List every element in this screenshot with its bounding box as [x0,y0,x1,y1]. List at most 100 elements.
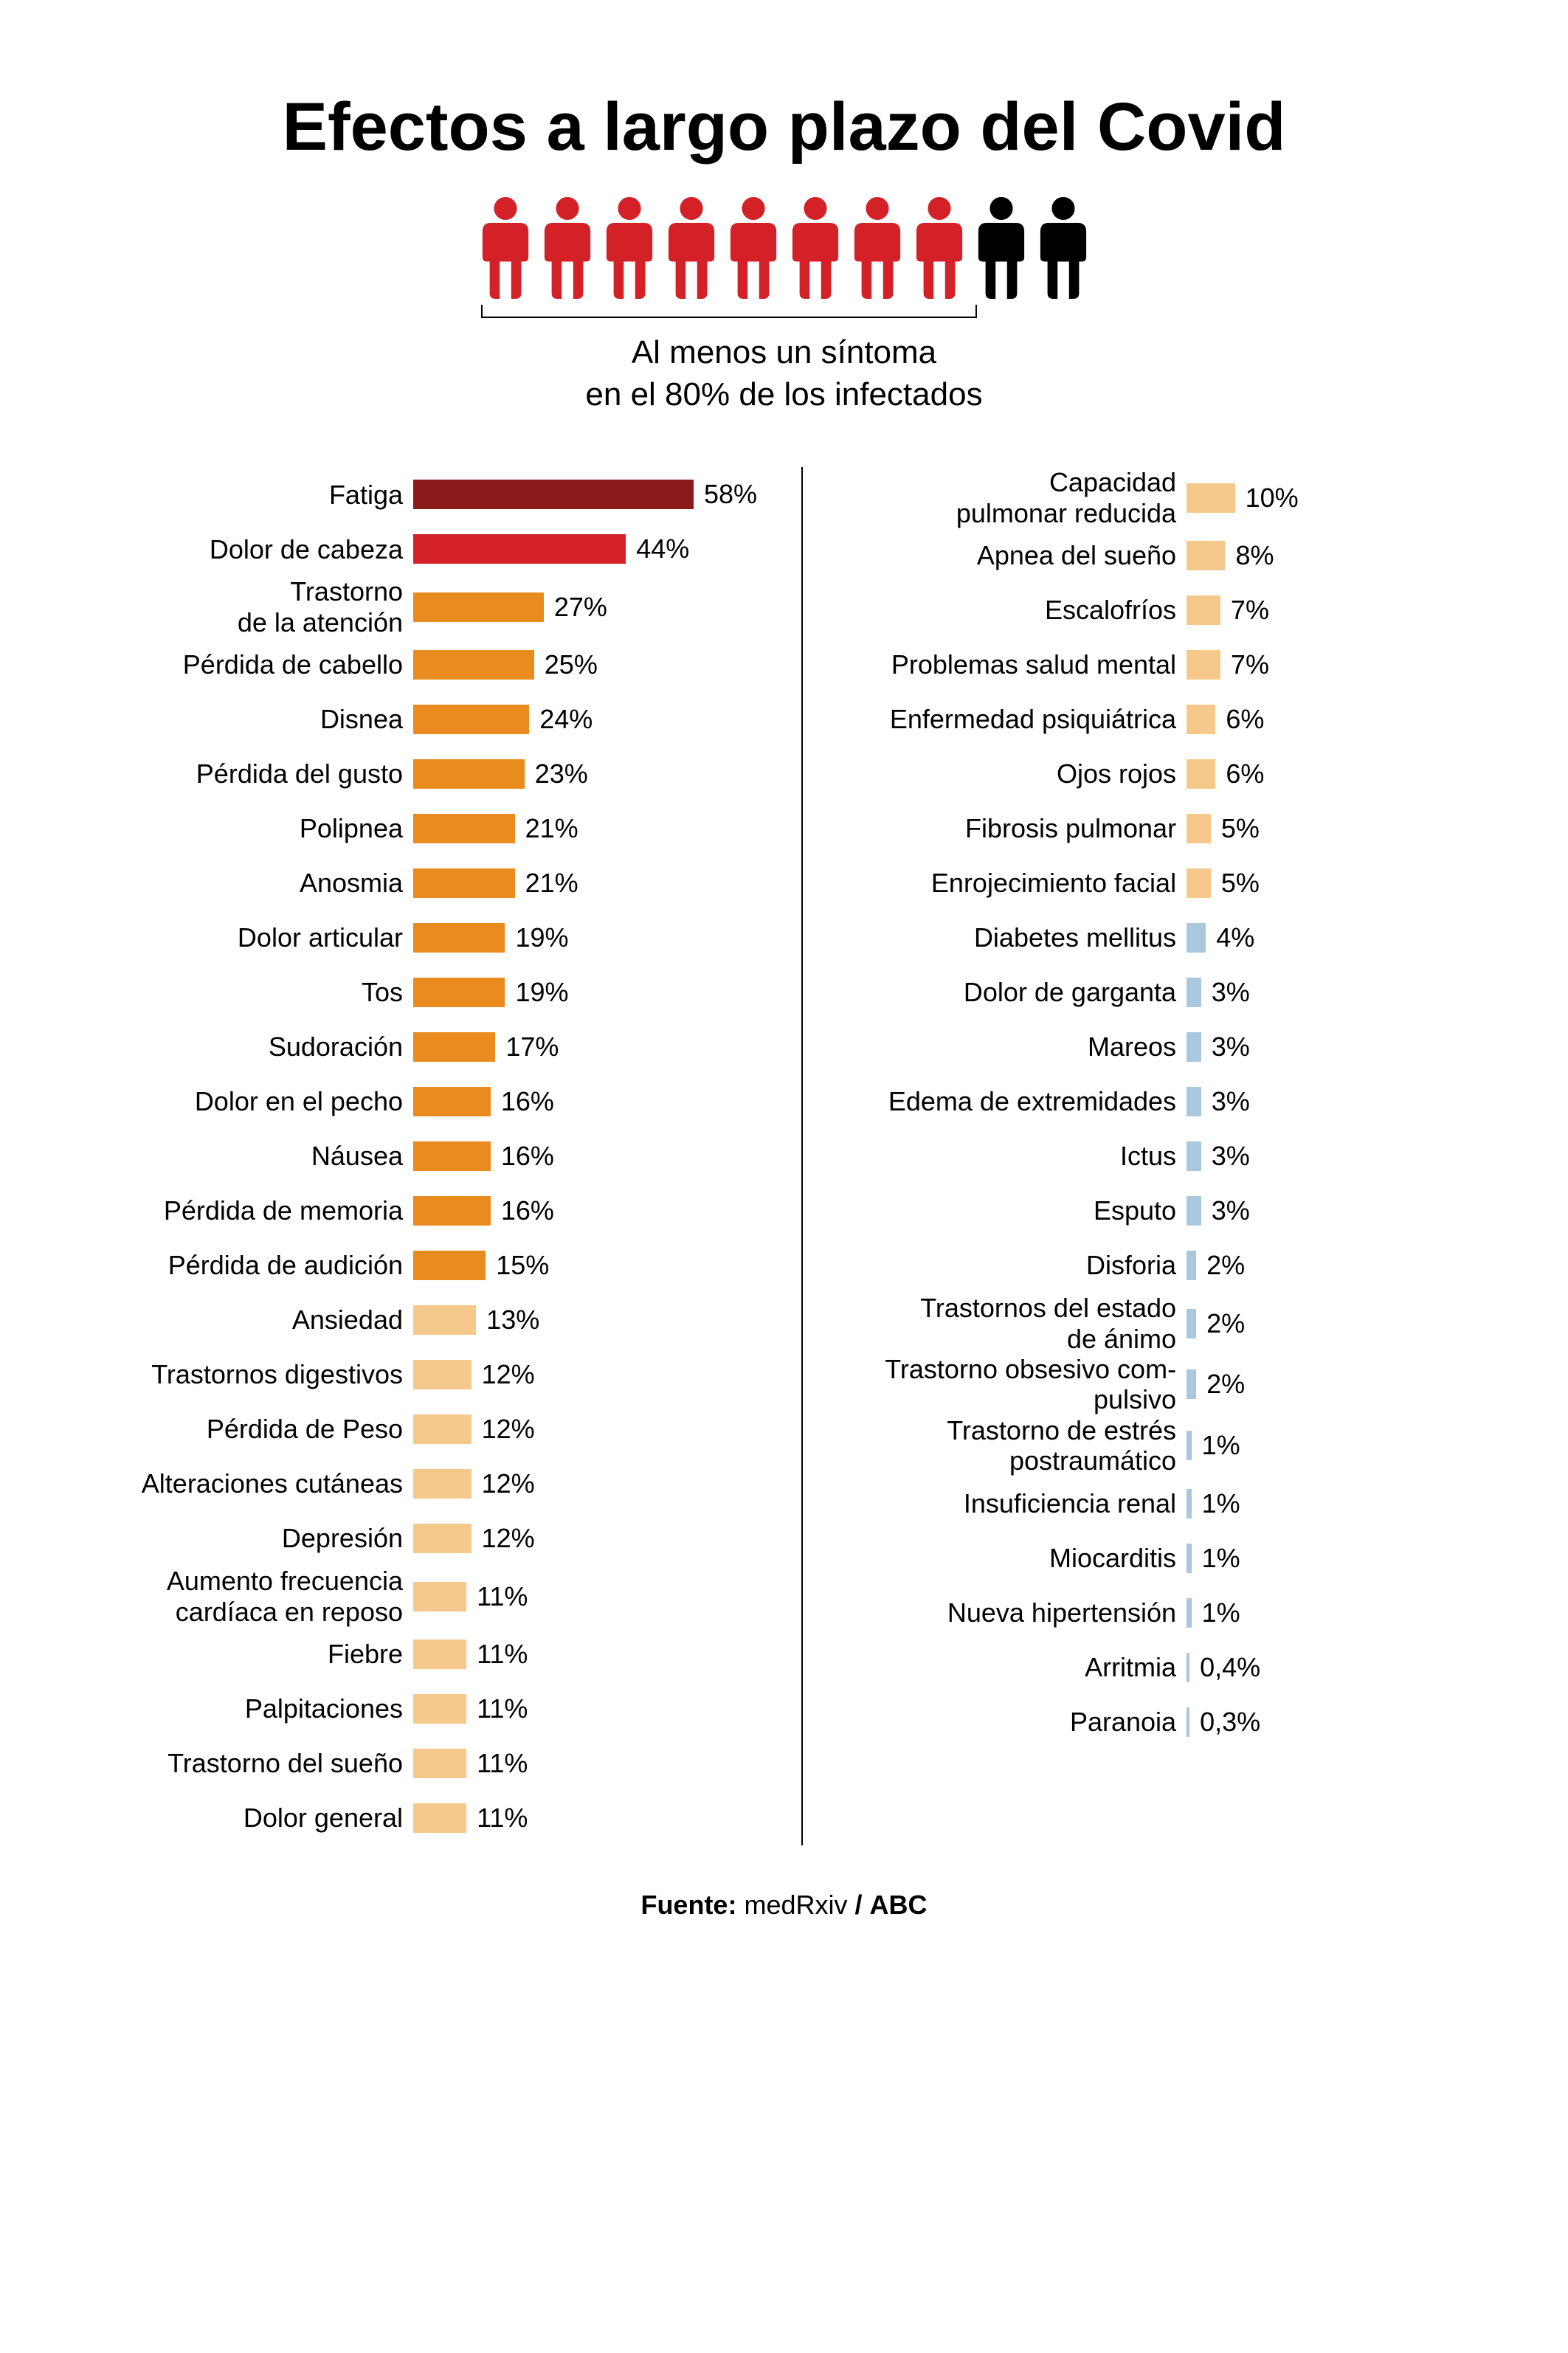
person-icon [973,196,1030,299]
bar-row: Fibrosis pulmonar5% [847,801,1435,856]
bar-value: 17% [505,1032,559,1063]
bar-label: Ictus [847,1141,1187,1171]
bar-area: 5% [1187,868,1435,899]
bar-value: 12% [482,1468,535,1499]
bar-row: Polipnea21% [133,801,757,856]
source-name-1: medRxiv [744,1890,847,1920]
bar-row: Tos19% [133,965,757,1020]
bar [1187,814,1211,843]
bar-area: 16% [413,1195,757,1226]
bar [1187,978,1201,1007]
bar-area: 12% [413,1414,757,1445]
bar [1187,1369,1196,1399]
subtitle-line-1: Al menos un síntoma [632,334,936,370]
bar-label: Arritmia [847,1652,1187,1682]
bar-row: Dolor de garganta 3% [847,965,1435,1020]
bar-label: Trastorno de estréspostraumático [847,1415,1187,1476]
bar-value: 0,3% [1200,1707,1260,1738]
bar-value: 7% [1231,649,1269,680]
bar [413,1196,491,1226]
bar-label: Disforia [847,1250,1187,1280]
bar-row: Náusea16% [133,1129,757,1184]
bar [413,1803,466,1833]
bar-area: 1% [1187,1488,1435,1519]
chart-columns: Fatiga58%Dolor de cabeza44%Trastornode l… [133,467,1435,1845]
bar-value: 3% [1212,1195,1250,1226]
bar-area: 17% [413,1032,757,1063]
bar-value: 3% [1212,1086,1250,1117]
bar-row: Paranoia 0,3% [847,1695,1435,1749]
bar-row: Apnea del sueño 8% [847,528,1435,583]
bar [413,814,515,843]
bar-value: 1% [1202,1488,1240,1519]
bar-row: Trastornos del estadode ánimo2% [847,1293,1435,1354]
bar-area: 0,3% [1187,1707,1435,1738]
bar-row: Nueva hipertensión1% [847,1586,1435,1640]
bar-value: 3% [1212,977,1250,1008]
bar-label: Paranoia [847,1707,1187,1737]
bar-label: Apnea del sueño [847,540,1187,570]
bar [1187,923,1206,953]
bar-value: 8% [1235,540,1274,571]
bar-value: 21% [525,868,578,899]
bar-label: Trastornode la atención [133,576,413,638]
bar-label: Fatiga [133,480,413,510]
bar-label: Dolor de cabeza [133,534,413,564]
bar-area: 19% [413,977,757,1008]
bar [413,1141,491,1171]
person-icon [1035,196,1092,299]
bar-value: 4% [1216,922,1254,953]
source-name-2: ABC [870,1890,928,1920]
bar-value: 1% [1202,1597,1240,1628]
column-divider [801,467,803,1845]
bar-area: 19% [413,922,757,953]
bar-value: 27% [554,592,607,623]
bar [1187,1707,1189,1737]
bar-area: 3% [1187,1141,1435,1172]
bar-row: Disnea24% [133,692,757,747]
bar-area: 6% [1187,704,1435,735]
bar-label: Anosmia [133,868,413,898]
bar-label: Polipnea [133,813,413,843]
page-title: Efectos a largo plazo del Covid [133,89,1435,166]
bar-row: Ojos rojos6% [847,747,1435,801]
bar-label: Sudoración [133,1032,413,1062]
bar [413,650,534,680]
bar-label: Dolor de garganta [847,977,1187,1007]
bar-label: Trastorno del sueño [133,1748,413,1778]
bar [1187,1141,1201,1171]
bar-row: Miocarditis1% [847,1531,1435,1586]
bar [413,759,525,789]
bar-area: 11% [413,1639,757,1670]
bar-row: Arritmia 0,4% [847,1640,1435,1695]
bar-row: Trastorno obsesivo com-pulsivo2% [847,1354,1435,1415]
person-icon [849,196,906,299]
subtitle-line-2: en el 80% de los infectados [585,376,982,412]
bar-area: 4% [1187,922,1435,953]
bar-row: Pérdida del gusto23% [133,747,757,801]
bar-value: 0,4% [1200,1652,1260,1683]
bar-label: Miocarditis [847,1543,1187,1573]
bar [413,1032,495,1062]
bar-value: 2% [1206,1308,1245,1339]
bar-area: 24% [413,704,757,735]
bracket-wrap [22,305,1435,318]
bar-label: Diabetes mellitus [847,922,1187,953]
bar-row: Sudoración 17% [133,1020,757,1074]
bar-value: 13% [486,1305,539,1336]
bar-label: Ansiedad [133,1305,413,1335]
bar-value: 19% [515,922,568,953]
bar-value: 16% [501,1086,554,1117]
person-icon [539,196,596,299]
bar-value: 11% [477,1639,528,1670]
bar-area: 27% [413,592,757,623]
bar [1187,1544,1192,1573]
bar-label: Esputo [847,1195,1187,1226]
bar [413,480,694,509]
bar-area: 12% [413,1523,757,1554]
bar-area: 21% [413,813,757,844]
bar [1187,1087,1201,1116]
bar-label: Pérdida de memoria [133,1195,413,1226]
bar-row: Alteraciones cutáneas12% [133,1457,757,1511]
bar-row: Problemas salud mental7% [847,638,1435,692]
